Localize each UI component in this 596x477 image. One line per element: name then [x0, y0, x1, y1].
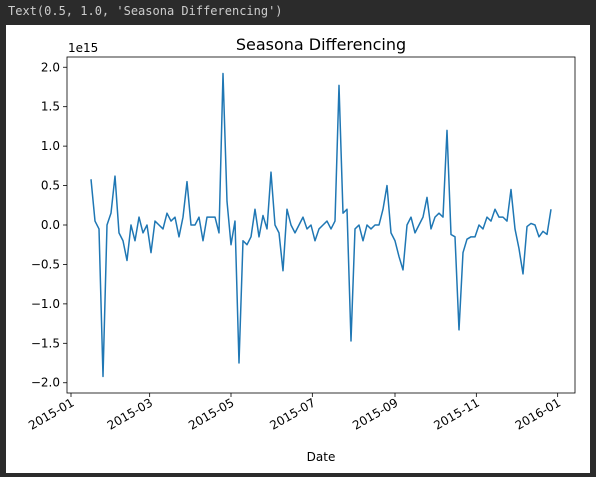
y-tick-label: −1.0: [31, 297, 60, 311]
y-tick-label: −1.5: [31, 336, 60, 350]
y-tick-label: −2.0: [31, 376, 60, 390]
y-tick-label: 0.5: [41, 179, 60, 193]
output-text: Text(0.5, 1.0, 'Seasona Differencing'): [8, 4, 283, 18]
chart-title: Seasona Differencing: [236, 35, 406, 54]
axes-frame: [66, 56, 576, 394]
y-tick-label: 1.0: [41, 139, 60, 153]
figure-background: [6, 25, 590, 473]
y-tick-label: 1.5: [41, 100, 60, 114]
chart: Seasona Differencing 1e15 Date −2.0 −1.5 −…: [6, 25, 590, 473]
x-axis-label: Date: [307, 450, 336, 464]
y-tick-label: −0.5: [31, 257, 60, 271]
y-tick-label: 0.0: [41, 218, 60, 232]
y-offset-label: 1e15: [68, 41, 98, 55]
y-tick-label: 2.0: [41, 60, 60, 74]
data-line: [90, 72, 552, 378]
